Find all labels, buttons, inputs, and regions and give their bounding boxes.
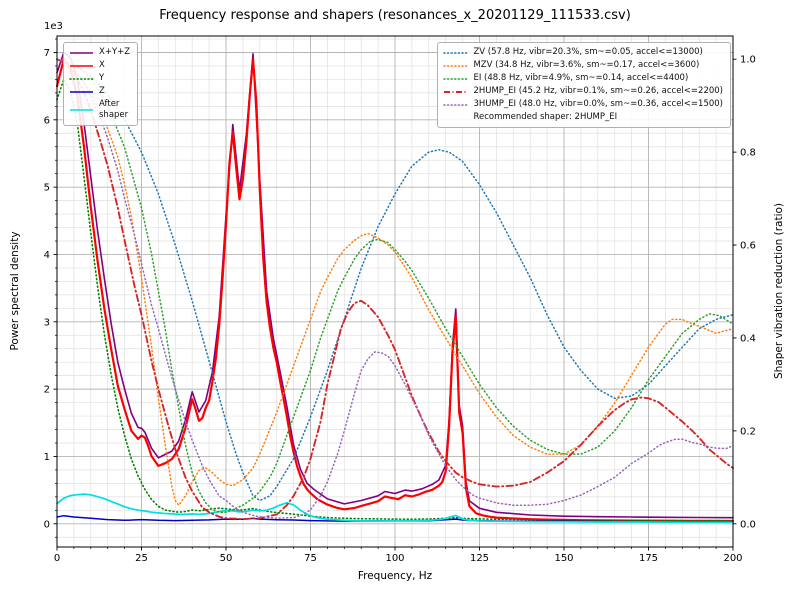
series-2HUMP-EI: [56, 58, 734, 521]
legend-line-sample: [443, 51, 469, 54]
legend-label: MZV (34.8 Hz, vibr=3.6%, sm~=0.17, accel…: [473, 60, 700, 71]
series-EI: [56, 58, 734, 513]
x-tick-label: 125: [470, 553, 489, 564]
legend-item-Y: Y: [69, 72, 130, 85]
legend-line-sample: [443, 103, 469, 106]
y-right-tick-label: 0.8: [740, 148, 756, 159]
x-tick-label: 25: [135, 553, 148, 564]
y-right-tick-label: 0.2: [740, 426, 756, 437]
x-tick-label: 100: [385, 553, 404, 564]
legend-line-sample: [70, 109, 93, 112]
y-left-tick-label: 5: [44, 183, 50, 194]
y-right-tick-label: 0.6: [740, 241, 756, 252]
y-left-tick-label: 2: [44, 385, 50, 396]
legend-item-3HUMP-EI-48-0-Hz-vib: 3HUMP_EI (48.0 Hz, vibr=0.0%, sm~=0.36, …: [443, 98, 723, 111]
legend-note-label: Recommended shaper: 2HUMP_EI: [473, 112, 618, 123]
legend-line-sample: [70, 51, 93, 54]
x-tick-label: 150: [554, 553, 573, 564]
legend-line-sample: [70, 90, 93, 93]
y-left-tick-label: 0: [44, 519, 50, 530]
legend-note: Recommended shaper: 2HUMP_EI: [443, 111, 723, 124]
y-right-tick-label: 0.4: [740, 333, 756, 344]
legend-line-sample: [443, 64, 469, 67]
legend-label: 3HUMP_EI (48.0 Hz, vibr=0.0%, sm~=0.36, …: [473, 99, 723, 110]
x-tick-label: 0: [54, 553, 60, 564]
y-left-tick-label: 7: [44, 48, 50, 59]
y-axis-offset-text: 1e3: [44, 21, 63, 32]
legend-note-spacer: [443, 113, 468, 123]
x-tick-label: 50: [220, 553, 233, 564]
y-left-tick-label: 3: [44, 317, 50, 328]
series-3HUMP-EI: [56, 58, 734, 519]
legend-line-sample: [69, 77, 94, 80]
legend-label: After shaper: [99, 99, 129, 121]
legend-label: ZV (57.8 Hz, vibr=20.3%, sm~=0.05, accel…: [473, 47, 703, 57]
chart-title: Frequency response and shapers (resonanc…: [159, 8, 631, 23]
y-right-tick-label: 1.0: [740, 55, 756, 66]
legend-item-X-Y-Z: X+Y+Z: [69, 46, 130, 59]
series-MZV: [56, 58, 734, 506]
y-left-tick-label: 4: [44, 250, 50, 261]
legend-psd: X+Y+Z X Y Z After shaper: [63, 42, 139, 127]
y-left-tick-label: 6: [44, 115, 50, 126]
legend-label: X+Y+Z: [99, 47, 131, 57]
legend-line-sample: [70, 64, 93, 67]
legend-item-2HUMP-EI-45-2-Hz-vib: 2HUMP_EI (45.2 Hz, vibr=0.1%, sm~=0.26, …: [443, 85, 723, 98]
y-right-tick-label: 0.0: [740, 519, 756, 530]
y-left-tick-label: 1: [44, 452, 50, 463]
series-After-shaper: [56, 493, 734, 524]
legend-label: Z: [99, 86, 105, 97]
legend-line-sample: [444, 90, 468, 93]
series-X: [55, 58, 735, 523]
x-tick-label: 175: [639, 553, 658, 564]
x-tick-label: 200: [723, 553, 742, 564]
series-X-Y-Z: [56, 51, 734, 519]
legend-label: 2HUMP_EI (45.2 Hz, vibr=0.1%, sm~=0.26, …: [473, 86, 723, 97]
x-tick-label: 75: [304, 553, 317, 564]
series-ZV: [56, 58, 734, 502]
legend-label: EI (48.8 Hz, vibr=4.9%, sm~=0.14, accel<…: [473, 73, 689, 84]
legend-label: Y: [99, 73, 105, 84]
legend-item-MZV-34-8-Hz-vibr-3-6: MZV (34.8 Hz, vibr=3.6%, sm~=0.17, accel…: [443, 59, 723, 72]
x-axis-label: Frequency, Hz: [357, 570, 433, 582]
legend-item-ZV-57-8-Hz-vibr-20-3: ZV (57.8 Hz, vibr=20.3%, sm~=0.05, accel…: [443, 46, 723, 59]
legend-item-EI-48-8-Hz-vibr-4-9-: EI (48.8 Hz, vibr=4.9%, sm~=0.14, accel<…: [443, 72, 723, 85]
legend-line-sample: [443, 77, 469, 80]
legend-label: X: [99, 60, 105, 71]
legend-item-Z: Z: [69, 85, 130, 98]
legend-item-After-shaper: After shaper: [69, 98, 130, 122]
legend-item-X: X: [69, 59, 130, 72]
legend-shapers: ZV (57.8 Hz, vibr=20.3%, sm~=0.05, accel…: [437, 42, 731, 129]
